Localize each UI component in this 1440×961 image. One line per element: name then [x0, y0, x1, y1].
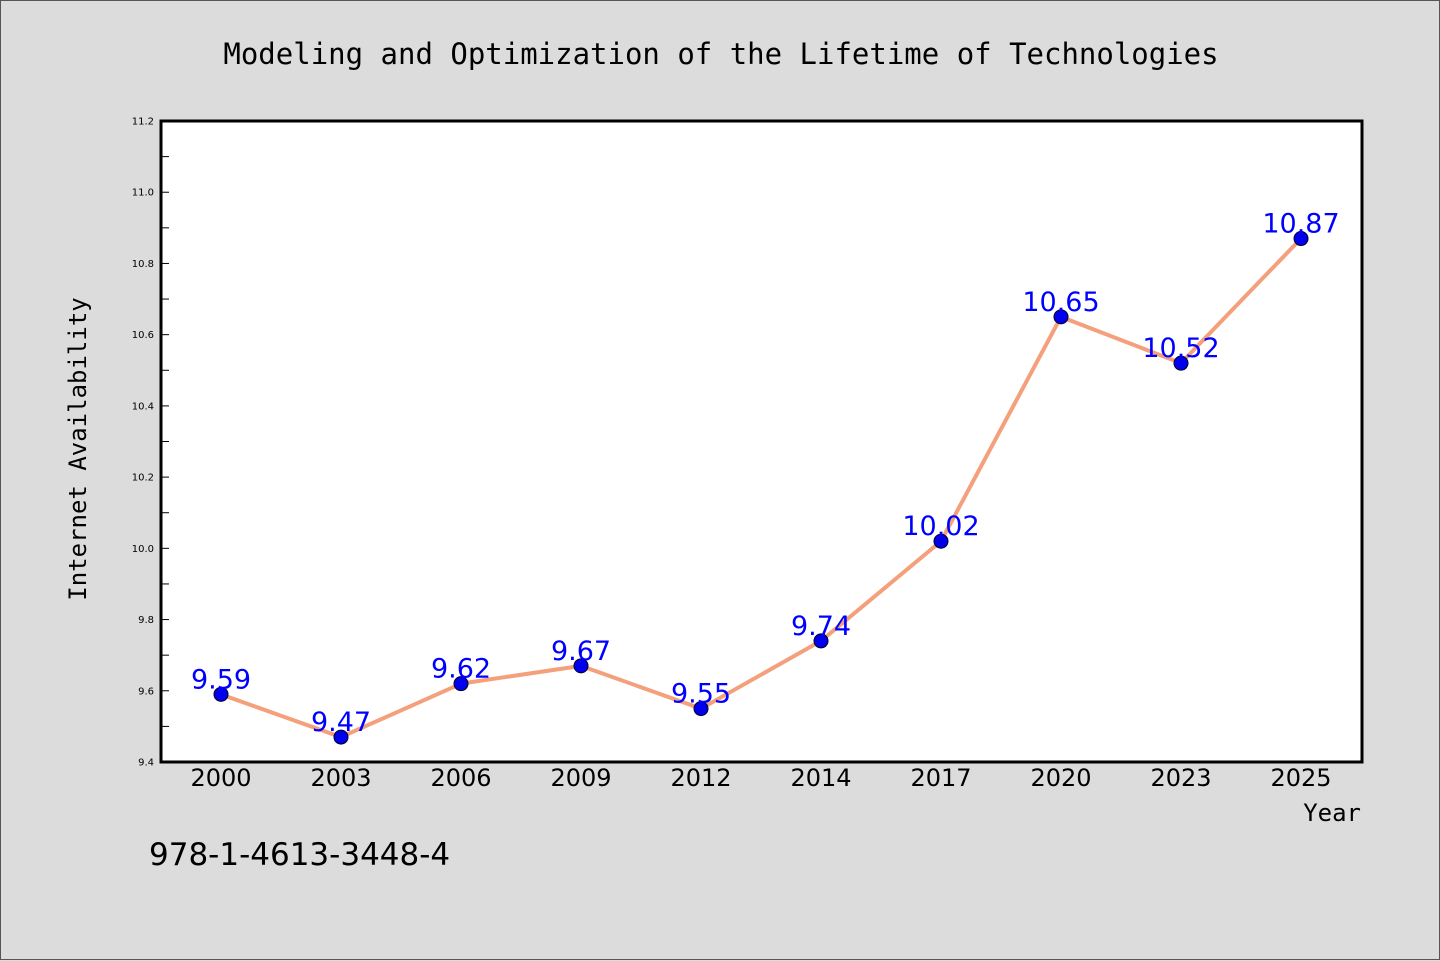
y-tick-label: 11.2 [132, 117, 154, 128]
data-label: 10.65 [1022, 287, 1099, 318]
series-line-group [213, 231, 1309, 745]
y-tick-label: 10.4 [132, 401, 154, 412]
x-tick-label: 2025 [1270, 764, 1331, 792]
series-line [219, 236, 1303, 740]
plot-area [159, 119, 1364, 764]
x-tick-label: 2009 [550, 764, 611, 792]
x-tick-label: 2012 [670, 764, 731, 792]
chart-title: Modeling and Optimization of the Lifetim… [223, 37, 1218, 71]
data-point-marker [1053, 309, 1069, 325]
data-label: 9.47 [311, 707, 371, 738]
data-point-marker [1173, 355, 1189, 371]
data-label: 9.74 [791, 611, 851, 642]
y-axis-title: Internet Availability [64, 297, 92, 600]
x-tick-label: 2003 [310, 764, 371, 792]
data-label: 9.62 [431, 654, 491, 685]
x-tick-label: 2000 [190, 764, 251, 792]
y-tick-label: 9.4 [138, 758, 154, 769]
data-point-marker [813, 633, 829, 649]
data-point-marker [933, 533, 949, 549]
y-tick-label: 10.8 [132, 259, 154, 270]
x-tick-label: 2023 [1150, 764, 1211, 792]
y-tick-label: 9.8 [138, 615, 154, 626]
data-label: 9.55 [671, 679, 731, 710]
x-axis: 2000 2003 2006 2009 2012 2014 2017 2020 2023 2025 [190, 764, 1331, 792]
data-label: 10.02 [902, 511, 979, 542]
x-axis-title: Year [1303, 799, 1361, 827]
data-point-marker [453, 676, 469, 692]
x-tick-label: 2006 [430, 764, 491, 792]
data-point-marker [573, 658, 589, 674]
isbn-text: 978-1-4613-3448-4 [149, 837, 450, 873]
data-label: 10.52 [1142, 333, 1219, 364]
y-tick-label: 10.2 [132, 473, 154, 484]
data-label: 10.87 [1262, 209, 1339, 240]
y-tick-label: 10.6 [132, 330, 154, 341]
data-point-marker [693, 701, 709, 717]
data-labels: 9.59 9.47 9.62 9.67 9.55 9.74 10.02 10.65 10.52 1… [191, 209, 1340, 739]
y-tick-label: 11.0 [132, 188, 154, 199]
x-tick-label: 2017 [910, 764, 971, 792]
y-tick-label: 10.0 [132, 544, 154, 555]
data-point-marker [333, 729, 349, 745]
data-point-marker [213, 686, 229, 702]
y-tick-label: 9.6 [138, 686, 154, 697]
x-tick-label: 2014 [790, 764, 851, 792]
y-axis: 9.4 9.6 9.8 10.0 10.2 10.4 10.6 10.8 11.0 11.2 [132, 117, 169, 769]
data-label: 9.67 [551, 636, 611, 667]
data-point-marker [1293, 231, 1309, 247]
data-label: 9.59 [191, 664, 251, 695]
x-tick-label: 2020 [1030, 764, 1091, 792]
